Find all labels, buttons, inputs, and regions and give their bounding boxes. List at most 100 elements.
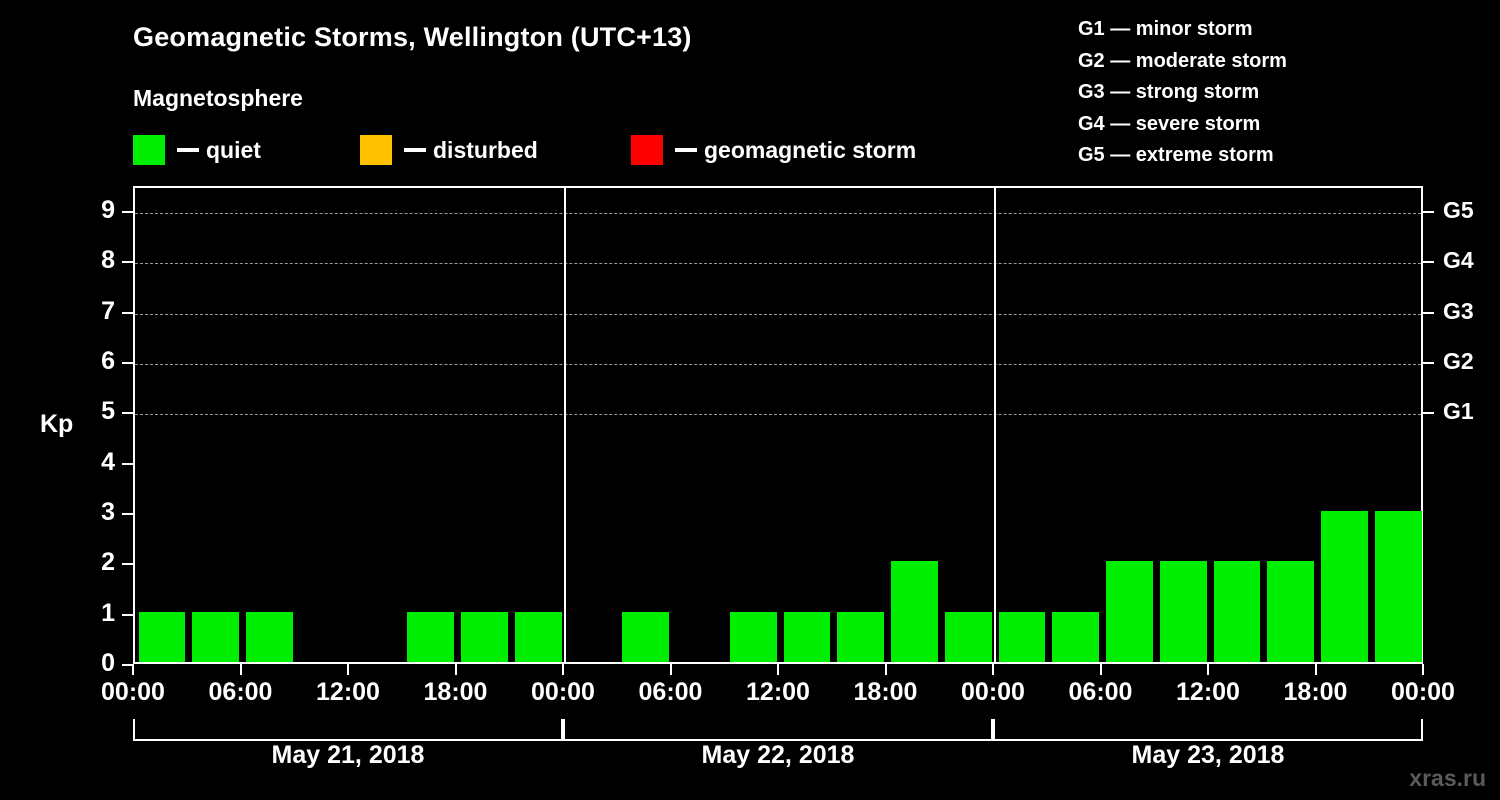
x-tick-label: 00:00	[961, 678, 1025, 706]
date-bracket-2	[563, 719, 993, 741]
plot-area	[133, 186, 1423, 664]
y-tick-9	[122, 211, 133, 214]
date-label: May 21, 2018	[271, 741, 425, 769]
x-tick-label: 12:00	[316, 678, 380, 706]
right-tick-label: G1	[1443, 398, 1474, 425]
legend-item-label: disturbed	[433, 136, 538, 163]
y-tick-label: 8	[101, 246, 115, 275]
right-tick-label: G3	[1443, 297, 1474, 324]
legend-item-quiet: quiet	[133, 131, 261, 169]
legend-item-label: quiet	[206, 136, 261, 163]
x-tick-10	[1207, 664, 1209, 675]
right-tick-label: G5	[1443, 197, 1474, 224]
x-tick-5	[669, 664, 672, 675]
y-tick-7	[122, 311, 133, 314]
bar	[622, 611, 669, 662]
gridline-kp-8	[135, 263, 1421, 265]
x-tick-label: 00:00	[531, 678, 595, 706]
y-tick-2	[122, 563, 133, 566]
right-tick-g2	[1423, 362, 1434, 365]
y-tick-5	[122, 412, 133, 415]
bar	[246, 611, 293, 662]
storm-scale-legend: G1 — minor storm G2 — moderate storm G3 — …	[1078, 14, 1287, 172]
right-tick-g1	[1423, 412, 1434, 415]
date-axis: May 21, 2018 May 22, 2018 May 23, 2018	[133, 719, 1423, 789]
bar-series	[135, 188, 1422, 662]
date-label: May 23, 2018	[1131, 741, 1285, 769]
y-tick-label: 2	[101, 548, 115, 577]
x-tick-0	[132, 664, 134, 675]
gridline-kp-7	[135, 313, 1421, 315]
right-tick-g5	[1423, 211, 1434, 214]
x-axis: 00:00 06:00 12:00 18:00 00:00 06:00 12:00 18:00…	[101, 664, 1455, 724]
bar	[407, 611, 454, 662]
right-tick-g3	[1423, 311, 1434, 314]
legend-dash-icon	[404, 148, 426, 152]
bar	[1052, 611, 1099, 662]
y-tick-4	[122, 462, 133, 465]
storm-scale-row-g5: G5 — extreme storm	[1078, 144, 1274, 166]
x-tick-label: 06:00	[1068, 678, 1133, 706]
x-tick-1	[239, 664, 242, 675]
bar	[837, 611, 884, 662]
y-tick-8	[122, 261, 133, 264]
bar	[192, 611, 239, 662]
x-tick-label: 06:00	[638, 678, 703, 706]
y-tick-0	[122, 664, 133, 666]
x-tick-label: 00:00	[1391, 678, 1455, 706]
right-axis-g-scale: G1 G2 G3 G4 G5	[1423, 186, 1500, 664]
date-label: May 22, 2018	[701, 741, 855, 769]
x-tick-label: 18:00	[853, 678, 918, 706]
storm-scale-row-g4: G4 — severe storm	[1078, 112, 1261, 135]
bar	[1213, 561, 1261, 662]
y-axis: 0 1 2 3 4 5 6 7 8 9	[0, 186, 133, 676]
bar	[944, 611, 992, 662]
right-tick-label: G4	[1443, 247, 1474, 274]
y-tick-6	[122, 362, 133, 365]
x-tick-11	[1314, 664, 1317, 675]
bar	[1374, 511, 1422, 662]
date-bracket-1	[133, 719, 563, 741]
y-tick-label: 0	[101, 649, 115, 677]
bar	[891, 561, 938, 662]
magnetosphere-label: Magnetosphere	[133, 85, 303, 111]
y-tick-label: 4	[101, 447, 115, 476]
bar	[1106, 561, 1153, 662]
storm-scale-row-g3: G3 — strong storm	[1078, 81, 1260, 103]
y-tick-label: 3	[101, 498, 115, 527]
day-divider-2	[994, 188, 996, 662]
x-tick-label: 06:00	[208, 678, 273, 706]
x-tick-label: 18:00	[423, 678, 488, 706]
bar	[514, 611, 562, 662]
x-tick-7	[884, 664, 887, 675]
legend-dash-icon	[177, 148, 199, 152]
green-swatch	[133, 135, 165, 165]
y-axis-title: Kp	[40, 410, 74, 438]
x-tick-2	[347, 664, 349, 675]
x-tick-3	[454, 664, 457, 675]
bar	[1267, 561, 1314, 662]
x-tick-8	[992, 664, 994, 675]
x-tick-4	[562, 664, 564, 675]
y-tick-label: 1	[101, 598, 115, 627]
bar	[461, 611, 508, 662]
red-swatch	[631, 135, 663, 165]
storm-scale-row-g2: G2 — moderate storm	[1078, 49, 1287, 72]
legend-item-label: geomagnetic storm	[704, 136, 917, 163]
y-tick-label: 6	[101, 347, 115, 376]
bar	[729, 611, 777, 662]
watermark: xras.ru	[1409, 765, 1486, 791]
gridline-kp-5	[135, 414, 1421, 416]
gridline-kp-6	[135, 364, 1421, 366]
storm-scale-row-g1: G1 — minor storm	[1078, 18, 1253, 40]
bar	[783, 611, 831, 662]
x-tick-label: 12:00	[1176, 678, 1240, 706]
y-tick-label: 7	[101, 296, 115, 325]
legend-item-geomagnetic-storm: geomagnetic storm	[631, 131, 916, 169]
legend-dash-icon	[675, 148, 697, 152]
right-tick-label: G2	[1443, 348, 1474, 375]
legend-item-disturbed: disturbed	[360, 131, 538, 169]
y-tick-1	[122, 613, 133, 616]
x-tick-12	[1422, 664, 1424, 675]
right-tick-g4	[1423, 261, 1434, 264]
